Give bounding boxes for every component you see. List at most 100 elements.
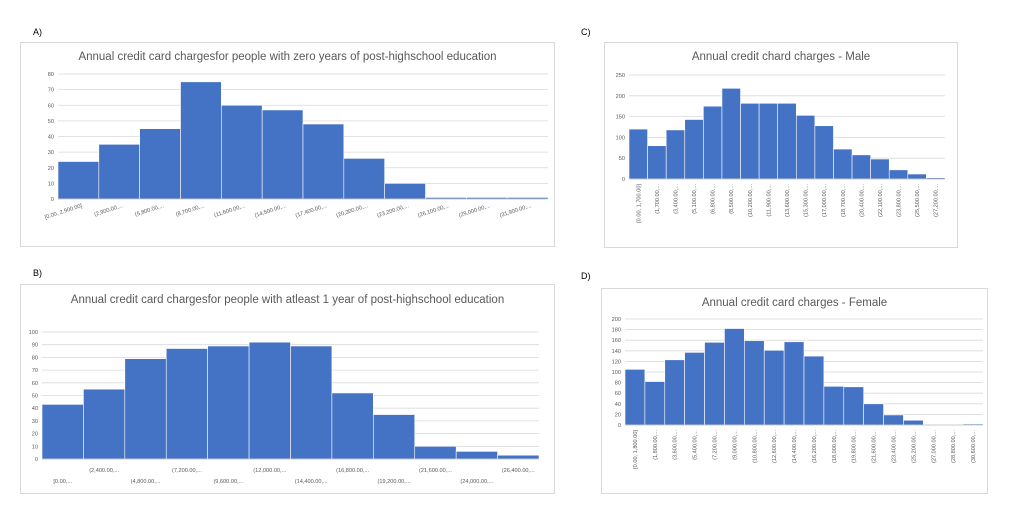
- x-tick-label: (23,200.00,...: [376, 203, 410, 219]
- bar: [124, 358, 167, 460]
- y-tick-label: 40: [32, 406, 38, 412]
- y-tick-label: 180: [612, 328, 621, 334]
- bar: [684, 352, 705, 426]
- y-tick-label: 80: [32, 355, 38, 361]
- y-tick-label: 20: [615, 412, 621, 418]
- y-tick-label: 30: [32, 419, 38, 425]
- bar: [870, 158, 890, 180]
- y-tick-label: 50: [48, 119, 54, 125]
- x-tick-label: (13,600.00,...: [785, 184, 791, 217]
- bar: [165, 348, 208, 460]
- bar: [180, 81, 222, 200]
- x-tick-label: (26,400.00,...: [502, 468, 535, 474]
- x-tick-label: (21,600.00,...: [872, 430, 878, 463]
- bar: [888, 169, 909, 180]
- bar: [851, 154, 871, 180]
- y-tick-label: 40: [615, 402, 621, 408]
- y-tick-label: 50: [32, 394, 38, 400]
- x-tick-label: (31,900.00,...: [499, 203, 533, 219]
- y-tick-label: 0: [618, 423, 621, 429]
- x-tick-label: (4,800.00,...: [131, 479, 161, 485]
- y-tick-label: 70: [48, 88, 54, 94]
- y-tick-label: 200: [612, 317, 621, 323]
- x-tick-label: (16,200.00,...: [812, 430, 818, 463]
- bar: [907, 173, 927, 180]
- chart-card-c: Annual credit chard charges - Male 0 50 10…: [604, 42, 958, 248]
- bar: [644, 381, 666, 426]
- chart-card-d: Annual credit card charges - Female 0 20 4…: [601, 288, 988, 494]
- y-tick-label: 90: [32, 343, 38, 349]
- bar: [724, 328, 745, 426]
- y-tick-label: 200: [616, 94, 625, 100]
- bar: [814, 125, 834, 180]
- chart-title-b: Annual credit card chargesfor people wit…: [70, 294, 505, 306]
- chart-svg-c: 0 50 100 150 200 250 [0.00, 1,700.00] (1,700.00…: [616, 73, 946, 223]
- bar: [863, 403, 884, 426]
- bar: [763, 349, 785, 426]
- bar: [744, 340, 765, 426]
- bar: [684, 119, 704, 180]
- y-tick-label: 0: [622, 177, 625, 183]
- x-tick-label: (5,400.00,...: [693, 430, 699, 460]
- chart-title-c: Annual credit chard charges - Male: [691, 51, 871, 63]
- chart-svg-b: 0 10 20 30 40 50 60 70 80 90 100 [0.00,... (2,400.00…: [29, 330, 540, 485]
- bar: [783, 341, 805, 426]
- y-tick-label: 250: [616, 73, 625, 79]
- y-tick-label: 100: [616, 135, 625, 141]
- x-tick-label: (5,100.00,...: [692, 184, 698, 214]
- x-tick-label: (7,200.00,...: [172, 468, 202, 474]
- bar: [664, 359, 685, 426]
- y-tick-label: 0: [51, 197, 54, 203]
- x-tick-label: (14,500.00,...: [254, 203, 288, 219]
- x-tick-label: (8,700.00,...: [175, 203, 206, 218]
- bar: [98, 144, 140, 200]
- bar: [414, 446, 457, 460]
- x-tick-label: (19,200.00,...: [378, 479, 411, 485]
- x-tick-label: (1,800.00,...: [653, 430, 659, 460]
- bar: [647, 145, 667, 180]
- x-tick-label: (24,000.00,...: [460, 479, 493, 485]
- x-tick-label: (12,600.00,...: [772, 430, 778, 463]
- x-tick-label: (29,000.00,...: [458, 203, 492, 219]
- panel-label-d: D): [581, 271, 591, 281]
- x-tick-label: (27,200.00,...: [934, 184, 940, 217]
- bar: [302, 123, 345, 200]
- x-tick-label: (8,500.00,...: [729, 184, 735, 214]
- x-tick-label: (19,800.00,...: [852, 430, 858, 463]
- x-tick-label: (7,200.00,...: [713, 430, 719, 460]
- x-tick-label: (11,600.00,...: [214, 203, 247, 219]
- x-tick-label: (15,300.00,...: [804, 184, 810, 217]
- x-tick-label: (2,900.00,...: [94, 203, 125, 218]
- x-tick-label: (1,700.00,...: [655, 184, 661, 214]
- bar: [740, 102, 760, 180]
- bar: [665, 129, 686, 180]
- x-tick-label: (23,400.00,...: [892, 430, 898, 463]
- chart-title-d: Annual credit card charges - Female: [701, 297, 888, 309]
- bar: [833, 148, 853, 180]
- x-tick-label: (14,400.00,...: [295, 479, 328, 485]
- y-tick-label: 20: [48, 166, 54, 172]
- x-tick-label: (17,000.00,...: [822, 184, 828, 217]
- x-tick-label: (25,200.00,...: [911, 430, 917, 463]
- panel-label-c: C): [581, 27, 591, 37]
- y-tick-label: 30: [48, 150, 54, 156]
- bar: [704, 342, 725, 426]
- bar: [758, 102, 779, 180]
- y-tick-label: 140: [612, 349, 621, 355]
- x-tick-label: (9,000.00,...: [732, 430, 738, 460]
- x-tick-label: (30,600.00,...: [971, 430, 977, 463]
- bar: [57, 161, 100, 200]
- y-tick-label: 150: [616, 115, 625, 121]
- bar: [883, 414, 904, 426]
- x-tick-label: (10,800.00,...: [752, 430, 758, 463]
- bar: [628, 128, 648, 180]
- x-tick-label: (16,800.00,...: [336, 468, 369, 474]
- chart-card-a: Annual credit card chargesfor people wit…: [20, 42, 555, 247]
- bar: [221, 104, 263, 200]
- chart-title-a: Annual credit card chargesfor people wit…: [78, 51, 497, 63]
- x-tick-label: (20,400.00,...: [859, 184, 865, 217]
- x-tick-label: (22,100.00,...: [878, 184, 884, 217]
- x-tick-label: (20,300.00,...: [336, 203, 370, 219]
- y-tick-label: 100: [612, 370, 621, 376]
- y-tick-label: 160: [612, 338, 621, 344]
